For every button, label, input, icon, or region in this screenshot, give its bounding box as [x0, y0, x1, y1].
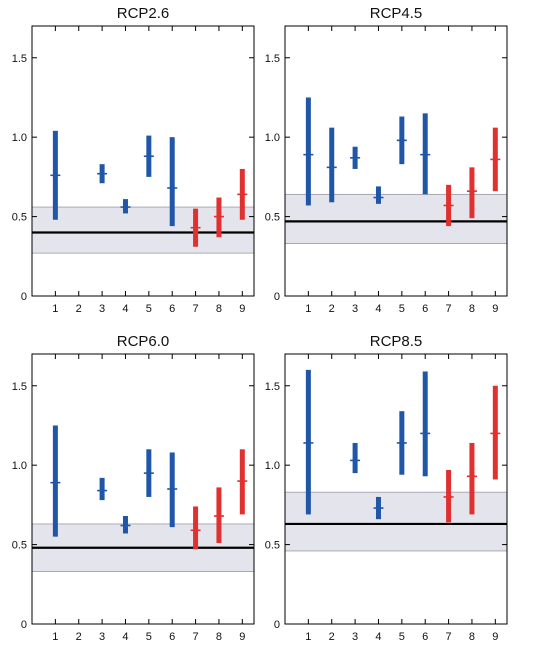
x-tick-label: 5	[146, 631, 152, 643]
y-tick-label: 1.0	[12, 460, 27, 472]
range-bar-3	[99, 477, 105, 501]
y-tick-label: 1.0	[265, 460, 280, 472]
x-tick-label: 2	[76, 631, 82, 643]
chart-panel-3: RCP6.0 0 0.5 1.0 1.5 1 2 3 4 5 6 7 8 9	[12, 333, 255, 643]
y-tick-label: 0	[274, 291, 280, 303]
y-tick-label: 1.0	[265, 132, 280, 144]
x-tick-label: 7	[193, 303, 199, 315]
x-tick-label: 2	[76, 303, 82, 315]
chart-title: RCP4.5	[370, 5, 423, 22]
y-tick-label: 0.5	[12, 212, 27, 224]
x-tick-label: 1	[52, 303, 58, 315]
x-tick-label: 4	[122, 303, 128, 315]
x-tick-label: 7	[446, 631, 452, 643]
y-tick-label: 1.5	[265, 53, 280, 65]
y-tick-label: 1.5	[265, 381, 280, 393]
x-tick-label: 7	[446, 303, 452, 315]
x-tick-label: 4	[122, 631, 128, 643]
chart-panel-1: RCP2.6 0 0.5 1.0 1.5 1 2 3 4 5 6 7 8 9	[12, 5, 255, 315]
range-bar-6	[422, 371, 428, 477]
x-tick-label: 3	[99, 631, 105, 643]
plot-frame	[31, 353, 255, 625]
chart-title: RCP6.0	[117, 333, 170, 350]
range-bar-8	[469, 442, 475, 515]
x-tick-label: 4	[375, 631, 381, 643]
range-bar-1	[305, 97, 311, 206]
x-tick-label: 5	[399, 631, 405, 643]
chart-panel-2: RCP4.5 0 0.5 1.0 1.5 1 2 3 4 5 6 7 8 9	[265, 5, 508, 315]
x-tick-label: 5	[146, 303, 152, 315]
y-tick-label: 0.5	[12, 540, 27, 552]
plot-frame	[284, 353, 508, 625]
x-tick-label: 6	[169, 303, 175, 315]
x-tick-label: 5	[399, 303, 405, 315]
x-tick-label: 6	[422, 303, 428, 315]
y-tick-label: 0	[21, 291, 27, 303]
x-tick-label: 3	[352, 631, 358, 643]
x-tick-label: 8	[216, 303, 222, 315]
plot-frame	[284, 25, 508, 297]
y-tick-label: 0.5	[265, 540, 280, 552]
x-tick-label: 8	[469, 303, 475, 315]
y-tick-label: 1.5	[12, 53, 27, 65]
range-bar-1	[52, 425, 58, 537]
x-tick-label: 9	[492, 631, 498, 643]
range-bar-4	[375, 186, 381, 204]
y-tick-label: 1.0	[12, 132, 27, 144]
x-tick-label: 9	[492, 303, 498, 315]
range-bar-3	[352, 442, 358, 474]
y-tick-label: 0.5	[265, 212, 280, 224]
x-tick-label: 8	[469, 631, 475, 643]
x-tick-label: 2	[329, 303, 335, 315]
x-tick-label: 1	[52, 631, 58, 643]
range-bar-8	[469, 167, 475, 219]
y-tick-label: 0	[21, 619, 27, 631]
chart-panel-4: RCP8.5 0 0.5 1.0 1.5 1 2 3 4 5 6 7 8 9	[265, 333, 508, 643]
x-tick-label: 2	[329, 631, 335, 643]
x-tick-label: 3	[352, 303, 358, 315]
x-tick-label: 3	[99, 303, 105, 315]
range-bar-2	[329, 127, 335, 203]
chart-title: RCP2.6	[117, 5, 170, 22]
range-bar-6	[169, 137, 175, 227]
x-tick-label: 1	[305, 631, 311, 643]
x-tick-label: 6	[422, 631, 428, 643]
x-tick-label: 9	[239, 303, 245, 315]
y-tick-label: 1.5	[12, 381, 27, 393]
x-tick-label: 4	[375, 303, 381, 315]
x-tick-label: 7	[193, 631, 199, 643]
y-tick-label: 0	[274, 619, 280, 631]
x-tick-label: 1	[305, 303, 311, 315]
range-bar-7	[193, 506, 199, 550]
chart-title: RCP8.5	[370, 333, 423, 350]
x-tick-label: 6	[169, 631, 175, 643]
x-tick-label: 8	[216, 631, 222, 643]
x-tick-label: 9	[239, 631, 245, 643]
plot-frame	[31, 25, 255, 297]
